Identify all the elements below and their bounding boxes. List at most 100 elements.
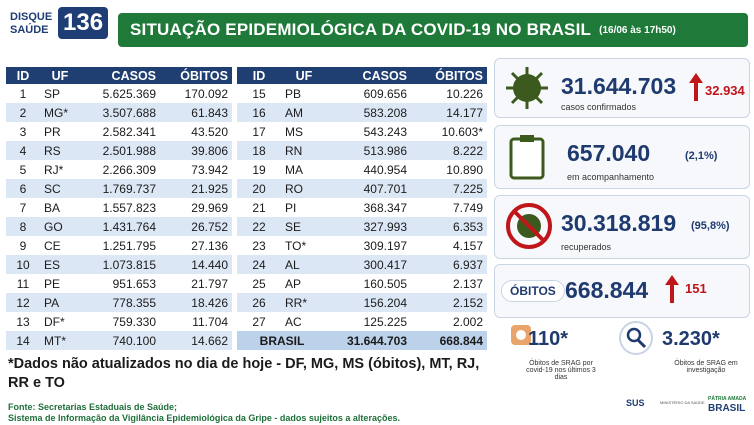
table-cell: 5 <box>19 162 27 177</box>
card-change: 151 <box>685 281 707 296</box>
title: SITUAÇÃO EPIDEMIOLÓGICA DA COVID-19 NO B… <box>130 20 592 39</box>
table-cell: 583.208 <box>327 103 411 122</box>
table-cell: BA <box>44 200 61 215</box>
card-value: 31.644.703 <box>561 73 677 99</box>
table-row: 26 RR* 156.204 2.152 <box>237 293 487 312</box>
logo-ministry: MINISTÉRIO DA SAÚDE <box>660 400 705 405</box>
table-cell: RS <box>40 141 80 160</box>
table-cell: 1.769.737 <box>80 179 160 198</box>
table-cell: 543.243 <box>363 124 407 139</box>
table-cell: 21.925 <box>160 179 232 198</box>
table-cell: RJ* <box>44 162 64 177</box>
column-header: UF <box>40 67 80 84</box>
total-cell: 668.844 <box>411 331 487 350</box>
logo-gov: BRASIL <box>708 403 746 414</box>
table-cell: 26.752 <box>160 217 232 236</box>
table-left: ID UF CASOS ÓBITOS 1 SP 5.625.369 170.092 2 MG* 3.… <box>6 67 232 350</box>
source: Sistema de Informação da Vigilância Epid… <box>8 413 400 423</box>
table-cell: 6.937 <box>411 255 487 274</box>
table-cell: 125.225 <box>363 314 407 329</box>
table-cell: 2.266.309 <box>102 162 156 177</box>
table-cell: 2.152 <box>411 293 487 312</box>
logo: DISQUE SAÚDE 136 <box>6 6 110 42</box>
card-value: 110* <box>528 328 569 350</box>
table-cell: 27 <box>252 314 266 329</box>
table-cell: SC <box>40 179 80 198</box>
table-cell: MA <box>285 162 303 177</box>
table-cell: 160.505 <box>363 276 407 291</box>
table-row: 15 PB 609.656 10.226 <box>237 84 487 103</box>
table-cell: 8.222 <box>411 141 487 160</box>
table-cell: 2 <box>6 103 40 122</box>
table-cell: 2.137 <box>452 276 483 291</box>
card-value: 3.230* <box>662 328 720 350</box>
table-cell: SP <box>44 86 61 101</box>
table-cell: 440.954 <box>363 162 407 177</box>
table-row: 12 PA 778.355 18.426 <box>6 293 232 312</box>
table-cell: AL <box>281 255 327 274</box>
table-cell: 5.625.369 <box>102 86 156 101</box>
table-cell: 10.603* <box>441 124 483 139</box>
table-cell: 4 <box>6 141 40 160</box>
title-banner: SITUAÇÃO EPIDEMIOLÓGICA DA COVID-19 NO B… <box>118 13 748 47</box>
table-cell: MG* <box>40 103 80 122</box>
table-cell: AP <box>285 276 302 291</box>
virus-icon <box>506 67 548 109</box>
card-label: em acompanhamento <box>567 172 655 182</box>
source: Fonte: Secretarias Estaduais de Saúde; <box>8 402 178 412</box>
table-cell: AC <box>285 314 302 329</box>
card-label: casos confirmados <box>561 102 637 112</box>
total-cell: 31.644.703 <box>327 331 411 350</box>
card-change: 32.934 <box>705 83 745 98</box>
table-cell: 1.557.823 <box>102 200 156 215</box>
table-cell: 759.330 <box>112 314 156 329</box>
table-row: 6 SC 1.769.737 21.925 <box>6 179 232 198</box>
table-row: 20 RO 407.701 7.225 <box>237 179 487 198</box>
table-row: 22 SE 327.993 6.353 <box>237 217 487 236</box>
card: 657.040 (2,1%) em acompanhamento <box>494 125 750 189</box>
table-cell: 4.157 <box>452 238 483 253</box>
card-value: 657.040 <box>567 140 651 166</box>
table-row: 13 DF* 759.330 11.704 <box>6 312 232 331</box>
table-cell: 25 <box>252 276 266 291</box>
up-arrow <box>665 275 679 303</box>
table-row: 7 BA 1.557.823 29.969 <box>6 198 232 217</box>
card-value: 668.844 <box>565 277 649 303</box>
table-cell: 10 <box>6 255 40 274</box>
table-cell: 6 <box>6 179 40 198</box>
table-cell: RN <box>281 141 327 160</box>
table-cell: 1.431.764 <box>80 217 160 236</box>
table-cell: 18.426 <box>160 293 232 312</box>
table-cell: 18 <box>237 141 281 160</box>
table-cell: 12 <box>6 293 40 312</box>
table-cell: 740.100 <box>80 331 160 350</box>
table-cell: 23 <box>252 238 266 253</box>
table-cell: 3 <box>19 124 27 139</box>
table-cell: 10.226 <box>446 86 483 101</box>
table-row: 21 PI 368.347 7.749 <box>237 198 487 217</box>
table-cell: 3.507.688 <box>80 103 160 122</box>
table-cell: 24 <box>237 255 281 274</box>
header-row: ID UF CASOS ÓBITOS <box>237 67 487 84</box>
table-cell: 7.225 <box>411 179 487 198</box>
card-label: Óbitos de SRAG por covid-19 nos últimos … <box>526 360 596 381</box>
column-header: UF <box>281 67 327 84</box>
card-pct: (2,1%) <box>685 150 718 162</box>
table-cell: 1.251.795 <box>102 238 156 253</box>
table-cell: 407.701 <box>327 179 411 198</box>
table-cell: 43.520 <box>191 124 228 139</box>
table-cell: 26 <box>237 293 281 312</box>
table-cell: 19 <box>252 162 266 177</box>
column-header: ID <box>6 67 40 84</box>
table-cell: 2.501.988 <box>80 141 160 160</box>
table-cell: 21 <box>252 200 266 215</box>
logo-text: DISQUE <box>10 11 53 23</box>
table-cell: PB <box>285 86 302 101</box>
table-cell: 2.002 <box>452 314 483 329</box>
table-row: 5 RJ* 2.266.309 73.942 <box>6 160 232 179</box>
table-cell: 15 <box>252 86 266 101</box>
footnote: *Dados não atualizados no dia de hoje - … <box>8 356 480 391</box>
table-cell: 327.993 <box>327 217 411 236</box>
table-cell: MS <box>285 124 303 139</box>
srag-icon <box>511 325 531 345</box>
